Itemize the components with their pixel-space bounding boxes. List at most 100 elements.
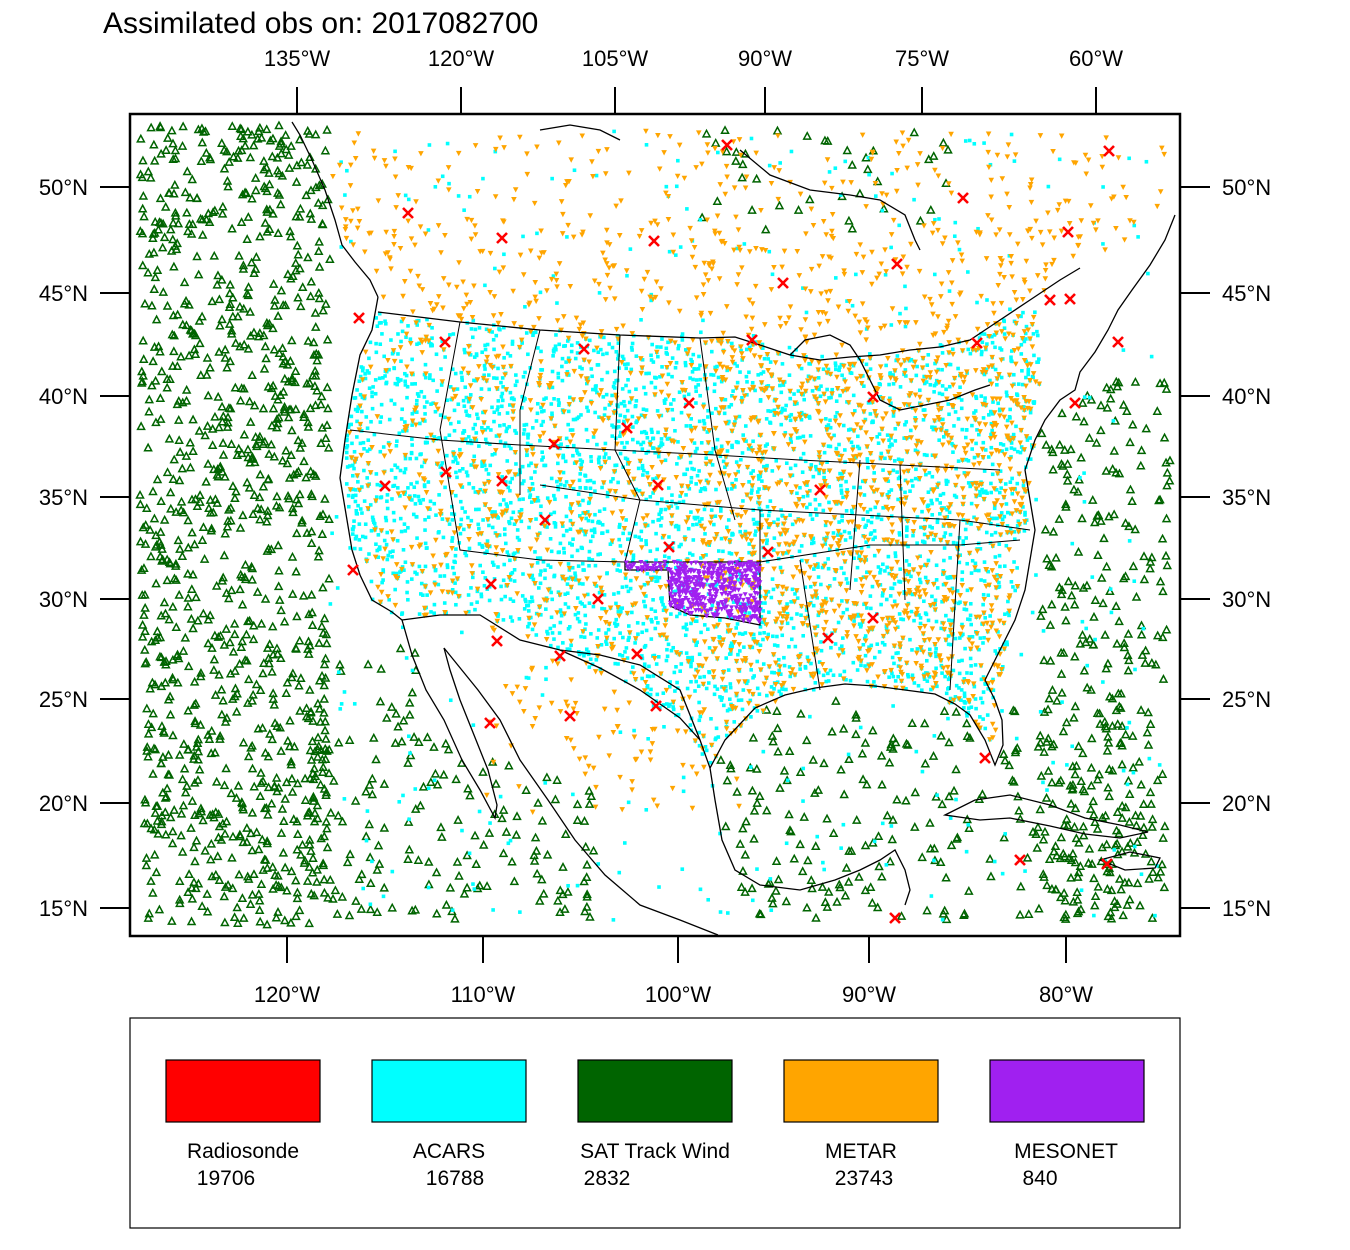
sat-track-wind-marker (572, 799, 583, 809)
acars-marker (969, 501, 974, 506)
acars-marker (367, 371, 371, 375)
acars-marker (582, 653, 586, 658)
acars-marker (841, 610, 846, 615)
sat-track-wind-marker (222, 362, 232, 372)
acars-marker (698, 675, 702, 680)
acars-marker (766, 590, 771, 594)
acars-marker (387, 597, 391, 602)
acars-marker (394, 571, 399, 576)
sat-track-wind-marker (149, 247, 159, 257)
acars-marker (365, 449, 370, 453)
sat-track-wind-marker (173, 218, 184, 228)
acars-marker (361, 440, 366, 445)
sat-track-wind-marker (168, 138, 178, 148)
acars-marker (499, 584, 503, 589)
sat-track-wind-marker (772, 706, 782, 715)
acars-marker (974, 394, 978, 399)
sat-track-wind-marker (295, 705, 305, 715)
sat-track-wind-marker (1010, 747, 1021, 757)
sat-track-wind-marker (136, 565, 147, 574)
sat-track-wind-marker (142, 703, 152, 713)
sat-track-wind-marker (1113, 688, 1124, 698)
sat-track-wind-marker (1158, 832, 1168, 842)
acars-marker (585, 592, 590, 597)
sat-track-wind-marker (188, 569, 198, 579)
acars-marker (515, 528, 520, 532)
sat-track-wind-marker (251, 185, 261, 195)
sat-track-wind-marker (317, 767, 328, 776)
acars-marker (499, 380, 503, 385)
acars-marker (848, 427, 853, 432)
sat-track-wind-marker (1100, 721, 1111, 731)
acars-marker (756, 520, 760, 525)
acars-marker (959, 698, 963, 702)
sat-track-wind-marker (799, 812, 809, 821)
acars-marker (538, 556, 543, 560)
acars-marker (897, 531, 902, 535)
sat-track-wind-marker (273, 581, 284, 591)
acars-marker (393, 587, 397, 592)
acars-marker (990, 428, 994, 433)
acars-marker (674, 360, 679, 365)
acars-marker (566, 605, 571, 610)
acars-marker (993, 367, 998, 372)
acars-marker (494, 434, 499, 438)
acars-marker (986, 686, 990, 691)
sat-track-wind-marker (292, 816, 302, 826)
acars-marker (968, 351, 973, 356)
acars-marker (1001, 664, 1005, 669)
sat-track-wind-marker (267, 666, 277, 676)
sat-track-wind-marker (268, 208, 278, 218)
acars-marker (1000, 449, 1004, 453)
acars-marker (478, 487, 483, 492)
acars-marker (691, 352, 696, 357)
sat-track-wind-marker (851, 709, 861, 719)
acars-marker (577, 452, 582, 457)
acars-marker (1024, 337, 1028, 341)
acars-marker (647, 674, 652, 679)
acars-marker (742, 645, 746, 649)
acars-marker (812, 567, 816, 571)
acars-marker (512, 567, 517, 572)
acars-marker (424, 546, 429, 550)
acars-marker (982, 372, 987, 377)
acars-marker (1015, 393, 1020, 398)
sat-track-wind-marker (209, 812, 219, 822)
sat-track-wind-marker (175, 447, 185, 456)
acars-marker (515, 379, 519, 384)
sat-track-wind-marker (1086, 780, 1097, 790)
acars-marker (692, 441, 697, 445)
acars-marker (483, 367, 487, 371)
sat-track-wind-marker (1152, 406, 1163, 416)
acars-marker (666, 372, 671, 377)
sat-track-wind-marker (171, 622, 182, 632)
sat-track-wind-marker (284, 404, 294, 414)
sat-track-wind-marker (1000, 755, 1010, 765)
sat-track-wind-marker (245, 306, 255, 316)
sat-track-wind-marker (1146, 799, 1156, 808)
acars-marker (649, 358, 654, 362)
sat-track-wind-marker (214, 422, 224, 432)
sat-track-wind-marker (498, 804, 509, 814)
sat-track-wind-marker (225, 637, 235, 647)
acars-marker (639, 413, 644, 418)
acars-marker (1008, 480, 1013, 484)
acars-marker (375, 482, 380, 487)
acars-marker (710, 450, 714, 455)
sat-track-wind-marker (181, 395, 192, 405)
sat-track-wind-marker (234, 443, 244, 453)
acars-marker (418, 592, 423, 596)
sat-track-wind-marker (192, 501, 203, 511)
sat-track-wind-marker (1058, 848, 1069, 858)
sat-track-wind-marker (280, 862, 290, 872)
sat-track-wind-marker (1075, 638, 1086, 648)
acars-marker (648, 549, 653, 553)
acars-marker (859, 546, 864, 550)
sat-track-wind-marker (223, 504, 234, 514)
acars-marker (477, 444, 481, 448)
sat-track-wind-marker (874, 861, 884, 871)
acars-marker (496, 614, 500, 618)
acars-marker (764, 541, 769, 546)
acars-marker (464, 437, 468, 441)
acars-marker (1019, 352, 1024, 356)
